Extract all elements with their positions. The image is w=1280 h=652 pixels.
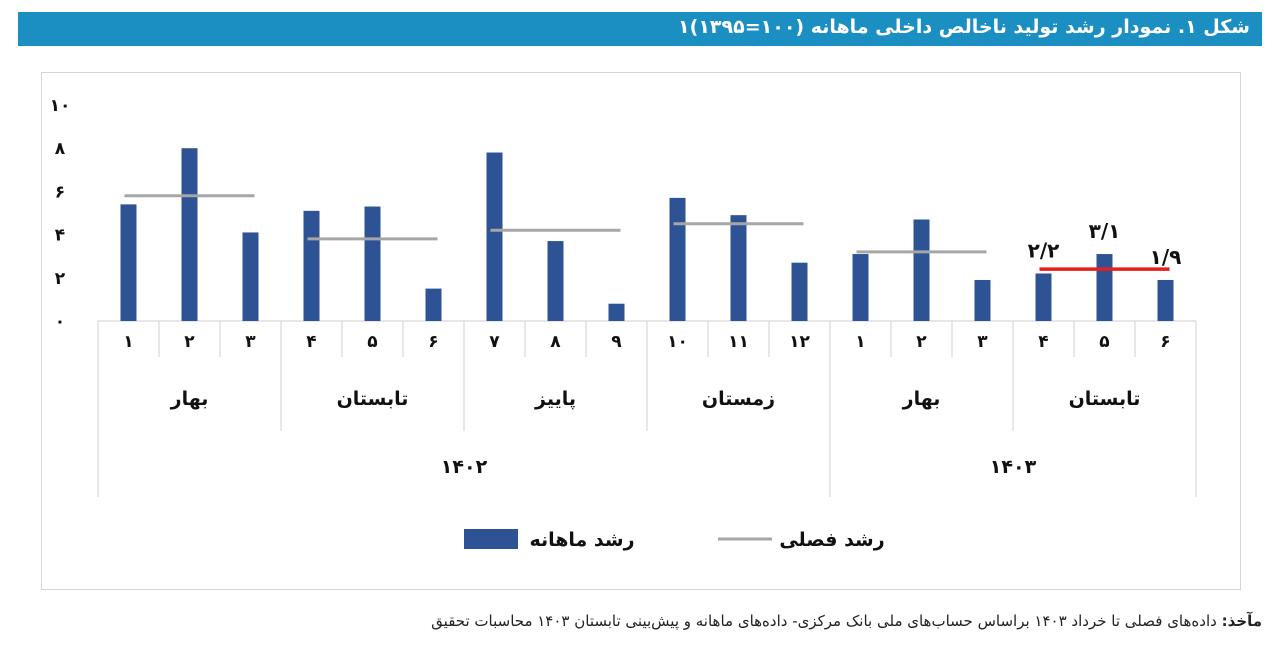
monthly-growth-bar — [852, 254, 869, 321]
month-label: ۹ — [611, 332, 622, 352]
month-label: ۳ — [977, 332, 988, 352]
month-label: ۱۰ — [667, 332, 688, 352]
chart-title-bar: شکل ۱. نمودار رشد تولید ناخالص داخلی ماه… — [18, 12, 1262, 46]
monthly-growth-bar — [1096, 254, 1113, 321]
month-label: ۴ — [306, 332, 316, 352]
monthly-growth-bar — [303, 210, 320, 321]
monthly-growth-bar — [1157, 279, 1174, 321]
monthly-growth-bar — [547, 241, 564, 321]
y-tick-label: ۴ — [55, 226, 65, 246]
legend-monthly-label: رشد ماهانه — [529, 529, 634, 551]
chart-title: شکل ۱. نمودار رشد تولید ناخالص داخلی ماه… — [678, 16, 1250, 38]
y-tick-label: ۱۰ — [50, 96, 71, 116]
monthly-growth-bar — [425, 288, 442, 321]
month-label: ۱ — [123, 332, 133, 352]
month-label: ۸ — [550, 332, 561, 352]
month-label: ۷ — [489, 332, 500, 352]
monthly-growth-bar — [181, 148, 198, 321]
y-tick-label: ۶ — [55, 182, 65, 202]
year-label: ۱۴۰۳ — [990, 456, 1037, 478]
monthly-growth-bar — [669, 197, 686, 321]
month-label: ۵ — [367, 332, 377, 352]
month-label: ۶ — [428, 332, 438, 352]
monthly-growth-bar — [608, 303, 625, 321]
source-note: مآخذ: داده‌های فصلی تا خرداد ۱۴۰۳ براساس… — [431, 612, 1262, 630]
forecast-data-label: ۱/۹ — [1150, 245, 1182, 269]
y-tick-label: ۲ — [55, 269, 66, 289]
legend-seasonal-label: رشد فصلی — [779, 529, 884, 551]
monthly-growth-bar — [242, 232, 259, 321]
month-label: ۱۱ — [728, 332, 749, 352]
year-label: ۱۴۰۲ — [441, 456, 488, 478]
month-label: ۶ — [1160, 332, 1170, 352]
y-tick-label: ۰ — [55, 312, 65, 332]
monthly-growth-bar — [730, 215, 747, 321]
month-label: ۴ — [1038, 332, 1048, 352]
season-label: بهار — [170, 388, 209, 410]
month-label: ۱ — [855, 332, 865, 352]
legend-monthly-swatch — [464, 529, 518, 549]
source-label: مآخذ: — [1221, 612, 1262, 630]
forecast-data-label: ۳/۱ — [1089, 219, 1121, 243]
season-label: بهار — [902, 388, 941, 410]
monthly-growth-bar — [791, 262, 808, 321]
season-label: پاییز — [534, 388, 576, 410]
forecast-data-label: ۲/۲ — [1028, 238, 1060, 262]
chart-frame: ۰ ۲ ۴ ۶ ۸ ۱۰ ۲/۲ ۳/۱ ۱/۹ ۱ ۲ ۳ ۴ ۵ ۶ ۷ ۸ ۹ ۱۰ ۱۱ ۱۲ ۱ ۲ ۳ ۴ ۵ ۶ بها… — [41, 72, 1241, 590]
month-label: ۵ — [1099, 332, 1109, 352]
monthly-growth-bar — [120, 204, 137, 321]
season-label: تابستان — [337, 388, 409, 410]
monthly-growth-bar — [974, 279, 991, 321]
month-label: ۳ — [245, 332, 256, 352]
monthly-growth-bar — [364, 206, 381, 321]
season-label: زمستان — [702, 388, 775, 410]
month-label: ۲ — [916, 332, 927, 352]
month-label: ۲ — [184, 332, 195, 352]
y-tick-label: ۸ — [55, 139, 66, 159]
monthly-growth-bar — [1035, 273, 1052, 321]
monthly-growth-bar — [486, 152, 503, 321]
month-label: ۱۲ — [789, 332, 810, 352]
monthly-growth-bar — [913, 219, 930, 321]
season-label: تابستان — [1069, 388, 1141, 410]
source-text: داده‌های فصلی تا خرداد ۱۴۰۳ براساس حساب‌… — [431, 612, 1217, 630]
